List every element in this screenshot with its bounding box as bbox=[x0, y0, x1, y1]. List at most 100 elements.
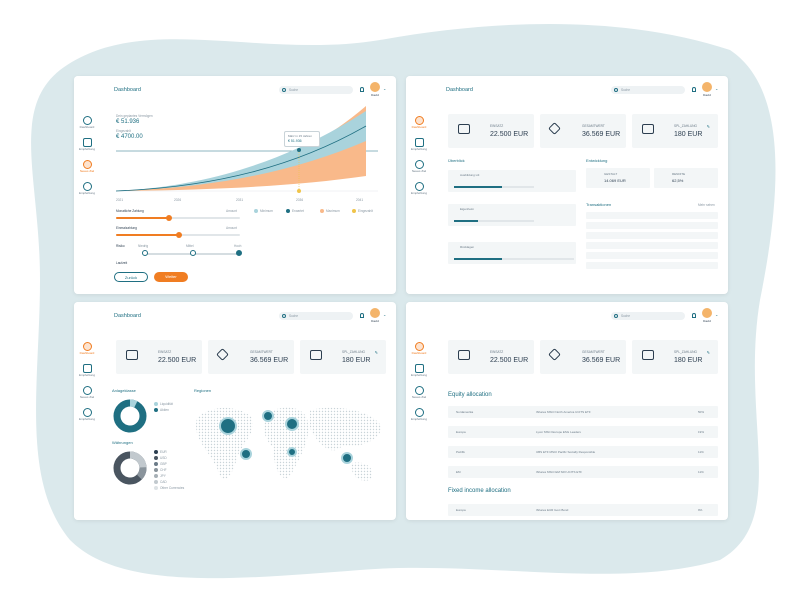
table-row[interactable] bbox=[586, 212, 718, 219]
chart-icon bbox=[414, 138, 424, 147]
sidebar-item-recommendation-2[interactable]: Empfehlung bbox=[74, 408, 100, 421]
dashboard-icon bbox=[82, 116, 92, 125]
monthly-slider[interactable] bbox=[116, 215, 240, 221]
region-bubble[interactable] bbox=[219, 417, 237, 435]
table-row[interactable]: Europa iShares EUR Govt Bond 9% bbox=[448, 504, 718, 516]
sidebar-item-recommendation-2[interactable]: Empfehlung bbox=[74, 182, 100, 195]
dashboard-icon bbox=[82, 342, 92, 351]
sidebar-item-recommendation[interactable]: Empfehlung bbox=[74, 364, 100, 377]
currency-donut bbox=[113, 451, 147, 485]
table-row[interactable] bbox=[586, 252, 718, 259]
sidebar-item-recommendation-2[interactable]: Empfehlung bbox=[406, 408, 432, 421]
wallet-icon bbox=[458, 124, 470, 134]
next-button[interactable]: Weiter bbox=[154, 272, 188, 282]
sidebar: Dashboard Empfehlung Neues Ziel Empfehlu… bbox=[74, 76, 100, 294]
wealth-value: € 51.936 bbox=[116, 119, 140, 125]
slider-knob[interactable] bbox=[176, 232, 182, 238]
bell-icon[interactable] bbox=[360, 87, 364, 92]
avatar[interactable] bbox=[702, 82, 712, 92]
edit-icon[interactable]: ✎ bbox=[706, 350, 710, 355]
risk-mid[interactable] bbox=[190, 250, 196, 256]
dev-status: GESTALT 14.069 EUR bbox=[586, 168, 650, 188]
see-more-link[interactable]: Mehr sehen bbox=[698, 203, 715, 207]
avatar[interactable] bbox=[370, 308, 380, 318]
sidebar-item-dashboard[interactable]: Dashboard bbox=[74, 342, 100, 355]
table-row[interactable] bbox=[586, 242, 718, 249]
sidebar: Dashboard Empfehlung Neues Ziel Empfehlu… bbox=[74, 302, 100, 520]
sidebar-item-new-goal[interactable]: Neues Ziel bbox=[406, 386, 432, 399]
panel-planner: Dashboard Empfehlung Neues Ziel Empfehlu… bbox=[74, 76, 396, 294]
panel-overview: Dashboard Empfehlung Neues Ziel Empfehlu… bbox=[406, 76, 728, 294]
sidebar: Dashboard Empfehlung Neues Ziel Empfehlu… bbox=[406, 302, 432, 520]
region-bubble[interactable] bbox=[287, 447, 297, 457]
bell-icon[interactable] bbox=[360, 313, 364, 318]
chevron-down-icon[interactable]: ⌄ bbox=[383, 86, 387, 91]
one-time-slider[interactable] bbox=[116, 232, 240, 238]
sidebar-item-recommendation[interactable]: Empfehlung bbox=[74, 138, 100, 151]
target-icon bbox=[82, 182, 92, 191]
sidebar-item-dashboard[interactable]: Dashboard bbox=[406, 116, 432, 129]
sidebar-item-dashboard[interactable]: Dashboard bbox=[74, 116, 100, 129]
table-row[interactable]: Europa Lyxor MSCI Europe ESG Leaders 19% bbox=[448, 426, 718, 438]
sidebar-item-recommendation[interactable]: Empfehlung bbox=[406, 138, 432, 151]
paid-caption: Eingezahlt bbox=[116, 129, 131, 133]
sidebar-item-recommendation-2[interactable]: Empfehlung bbox=[406, 182, 432, 195]
sidebar-item-recommendation[interactable]: Empfehlung bbox=[406, 364, 432, 377]
region-bubble[interactable] bbox=[285, 417, 299, 431]
target-icon bbox=[82, 408, 92, 417]
table-row[interactable] bbox=[586, 262, 718, 269]
region-bubble[interactable] bbox=[262, 410, 274, 422]
edit-icon[interactable]: ✎ bbox=[374, 350, 378, 355]
target-icon bbox=[414, 182, 424, 191]
slider-knob[interactable] bbox=[166, 215, 172, 221]
chart-icon bbox=[82, 364, 92, 373]
back-button[interactable]: Zurück bbox=[114, 272, 148, 282]
chevron-down-icon[interactable]: ⌄ bbox=[715, 86, 719, 91]
search-input[interactable]: Suche bbox=[279, 312, 353, 320]
table-row[interactable]: EM iShares MSCI EM SRI UCITS ETF 11% bbox=[448, 466, 718, 478]
avatar[interactable] bbox=[370, 82, 380, 92]
search-input[interactable]: Suche bbox=[611, 86, 685, 94]
chart-icon bbox=[414, 364, 424, 373]
kpi-savings: SPL_ZAHLUNG 180 EUR ✎ bbox=[632, 114, 718, 148]
diamond-icon bbox=[216, 348, 229, 361]
paid-value: € 4700.00 bbox=[116, 134, 143, 140]
chevron-down-icon[interactable]: ⌄ bbox=[715, 312, 719, 317]
goal-education[interactable]: Ausbildung Lili bbox=[448, 170, 576, 192]
search-input[interactable]: Suche bbox=[611, 312, 685, 320]
wealth-caption: Dein geplantes Vermögen bbox=[116, 114, 153, 118]
chevron-down-icon[interactable]: ⌄ bbox=[383, 312, 387, 317]
region-bubble[interactable] bbox=[341, 452, 353, 464]
goal-home[interactable]: Eigenheim bbox=[448, 204, 576, 226]
table-row[interactable] bbox=[586, 222, 718, 229]
avatar[interactable] bbox=[702, 308, 712, 318]
risk-high[interactable] bbox=[236, 250, 242, 256]
kpi-deposit: EINSATZ 22.500 EUR bbox=[448, 114, 534, 148]
sidebar-item-dashboard[interactable]: Dashboard bbox=[406, 342, 432, 355]
region-bubble[interactable] bbox=[240, 448, 252, 460]
table-row[interactable]: Pazifik UBS ETF MSCI Pacific Socially Res… bbox=[448, 446, 718, 458]
kpi-deposit: EINSATZ 22.500 EUR bbox=[448, 340, 534, 374]
target-icon bbox=[414, 408, 424, 417]
table-row[interactable]: Nordamerika iShares MSCI North America UC… bbox=[448, 406, 718, 418]
sidebar-item-new-goal[interactable]: Neues Ziel bbox=[406, 160, 432, 173]
bell-icon[interactable] bbox=[692, 313, 696, 318]
chart-point-base[interactable] bbox=[297, 189, 301, 193]
search-input[interactable]: Suche bbox=[279, 86, 353, 94]
risk-low[interactable] bbox=[142, 250, 148, 256]
bell-icon[interactable] bbox=[692, 87, 696, 92]
page-title: Dashboard bbox=[114, 87, 141, 93]
dashboard-icon bbox=[414, 116, 424, 125]
sidebar-item-new-goal[interactable]: Neues Ziel bbox=[74, 160, 100, 173]
plus-icon bbox=[82, 386, 92, 395]
goal-reserves[interactable]: Rücklagen bbox=[448, 242, 576, 264]
wallet-icon bbox=[458, 350, 470, 360]
kpi-total: GESAMTWERT 36.569 EUR bbox=[208, 340, 294, 374]
table-row[interactable] bbox=[586, 232, 718, 239]
edit-icon[interactable]: ✎ bbox=[706, 124, 710, 129]
kpi-savings: SPL_ZAHLUNG 180 EUR ✎ bbox=[632, 340, 718, 374]
calendar-icon bbox=[642, 124, 654, 134]
sidebar-item-new-goal[interactable]: Neues Ziel bbox=[74, 386, 100, 399]
panel-fund-allocation: Dashboard Empfehlung Neues Ziel Empfehlu… bbox=[406, 302, 728, 520]
chart-point[interactable] bbox=[297, 148, 301, 152]
